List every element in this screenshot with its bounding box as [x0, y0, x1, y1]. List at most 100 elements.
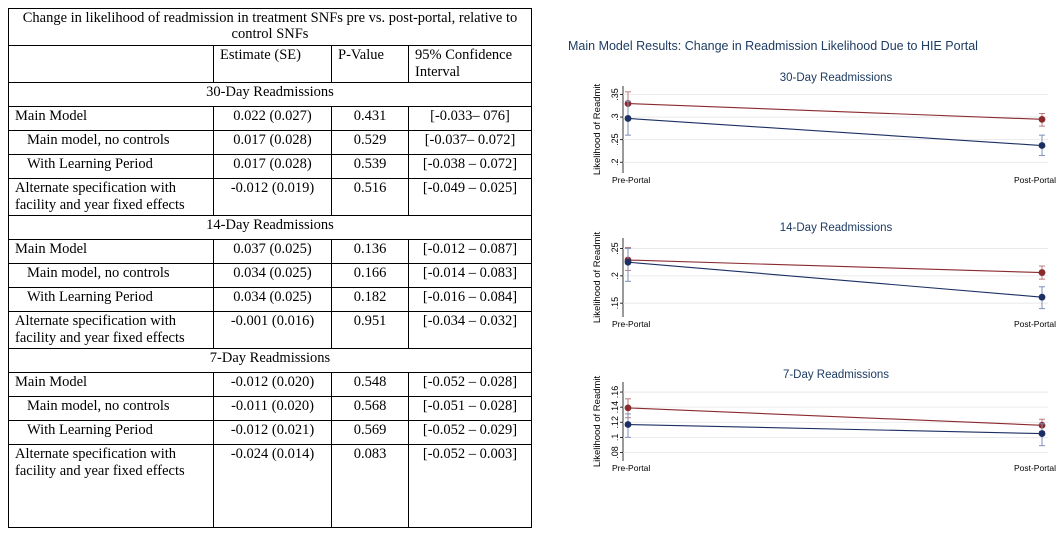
table-row: Alternate specification with facility an…	[8, 444, 532, 528]
x-tick-label: Post-Portal	[1014, 463, 1056, 473]
p-value-cell: 0.568	[331, 396, 409, 421]
column-header: P-Value	[331, 45, 409, 83]
chart-area: Main Model Results: Change in Readmissio…	[560, 30, 1060, 530]
row-label: With Learning Period	[8, 154, 214, 179]
y-tick-label: .3	[610, 113, 620, 121]
table-header-row: Estimate (SE) P-Value 95% Confidence Inter…	[8, 45, 532, 83]
estimate-cell: 0.037 (0.025)	[213, 239, 332, 264]
x-tick-label: Pre-Portal	[612, 175, 650, 185]
y-axis-label: Likelihood of Readmit	[592, 231, 603, 323]
estimate-cell: 0.022 (0.027)	[213, 106, 332, 131]
estimate-cell: -0.001 (0.016)	[213, 311, 332, 349]
table-row: Alternate specification with facility an…	[8, 178, 532, 216]
series-line	[627, 117, 1043, 147]
y-tick-label: .25	[610, 242, 620, 255]
ci-cell: [-0.014 – 0.083]	[408, 263, 532, 288]
series-line	[627, 261, 1043, 298]
ci-cell: [-0.052 – 0.029]	[408, 420, 532, 445]
ci-cell: [-0.052 – 0.003]	[408, 444, 532, 528]
x-tick-label: Post-Portal	[1014, 175, 1056, 185]
table-title: Change in likelihood of readmission in t…	[8, 8, 532, 46]
data-point	[1038, 430, 1046, 437]
estimate-cell: 0.017 (0.028)	[213, 154, 332, 179]
table-row: Main Model 0.022 (0.027) 0.431 [-0.033– 076…	[8, 106, 532, 131]
section-header-row: 30-Day Readmissions	[8, 82, 532, 107]
p-value-cell: 0.539	[331, 154, 409, 179]
x-tick-label: Pre-Portal	[612, 319, 650, 329]
estimate-cell: 0.034 (0.025)	[213, 263, 332, 288]
section-title: 7-Day Readmissions	[8, 348, 532, 373]
estimate-cell: -0.011 (0.020)	[213, 396, 332, 421]
p-value-cell: 0.548	[331, 372, 409, 397]
p-value-cell: 0.431	[331, 106, 409, 131]
table-row: With Learning Period -0.012 (0.021) 0.569[…	[8, 420, 532, 445]
ci-cell: [-0.051 – 0.028]	[408, 396, 532, 421]
data-point	[624, 258, 632, 266]
section-title: 30-Day Readmissions	[8, 82, 532, 107]
table-row: Main model, no controls 0.034 (0.025) 0.16…	[8, 263, 532, 288]
data-point	[624, 404, 632, 412]
y-tick-label: .1	[610, 434, 620, 442]
data-point	[1038, 293, 1046, 301]
panel-title: 7-Day Readmissions	[783, 369, 889, 381]
ci-cell: [-0.012 – 0.087]	[408, 239, 532, 264]
panel-title: 30-Day Readmissions	[780, 72, 893, 84]
ci-cell: [-0.016 – 0.084]	[408, 287, 532, 312]
estimate-cell: 0.017 (0.028)	[213, 130, 332, 155]
y-tick-label: .14	[610, 401, 620, 414]
data-point	[624, 421, 632, 428]
table-row: With Learning Period 0.017 (0.028) 0.539 [-…	[8, 154, 532, 179]
table-row: Main model, no controls 0.017 (0.028) 0.52…	[8, 130, 532, 155]
series-line	[627, 102, 1043, 120]
column-header: Estimate (SE)	[213, 45, 332, 83]
ci-cell: [-0.033– 076]	[408, 106, 532, 131]
x-tick-label: Post-Portal	[1014, 319, 1056, 329]
data-point	[624, 115, 632, 122]
column-header: 95% Confidence Interval	[408, 45, 532, 83]
panel-title: 14-Day Readmissions	[780, 222, 893, 234]
x-tick-label: Pre-Portal	[612, 463, 650, 473]
p-value-cell: 0.166	[331, 263, 409, 288]
table-row: With Learning Period 0.034 (0.025) 0.182 [-…	[8, 287, 532, 312]
row-label: Main model, no controls	[8, 396, 214, 421]
readmission-plots: 30-Day Readmissions .2 .25 .3 .35 Likelihood …	[592, 72, 1056, 473]
ci-cell: [-0.052 – 0.028]	[408, 372, 532, 397]
row-label: Main Model	[8, 372, 214, 397]
y-tick-label: .16	[610, 386, 620, 399]
ci-cell: [-0.049 – 0.025]	[408, 178, 532, 216]
section-header-row: 14-Day Readmissions	[8, 215, 532, 240]
p-value-cell: 0.951	[331, 311, 409, 349]
y-tick-label: .2	[610, 158, 620, 166]
p-value-cell: 0.182	[331, 287, 409, 312]
estimate-cell: -0.012 (0.021)	[213, 420, 332, 445]
series-line	[627, 423, 1043, 435]
table-title-row: Change in likelihood of readmission in t…	[8, 8, 532, 46]
data-point	[1038, 269, 1046, 276]
p-value-cell: 0.083	[331, 444, 409, 528]
table-row: Main model, no controls -0.011 (0.020) 0.5…	[8, 396, 532, 421]
table-row: Alternate specification with facility an…	[8, 311, 532, 349]
row-label: Alternate specification with facility an…	[8, 311, 214, 349]
ci-cell: [-0.038 – 0.072]	[408, 154, 532, 179]
data-point	[1038, 142, 1046, 149]
estimate-cell: 0.034 (0.025)	[213, 287, 332, 312]
p-value-cell: 0.569	[331, 420, 409, 445]
y-tick-label: .12	[610, 416, 620, 429]
y-axis-label: Likelihood of Readmit	[592, 375, 603, 467]
estimate-cell: -0.012 (0.020)	[213, 372, 332, 397]
section-title: 14-Day Readmissions	[8, 215, 532, 240]
row-label: Alternate specification with facility an…	[8, 444, 214, 528]
y-tick-label: .15	[610, 297, 620, 310]
chart-main-title: Main Model Results: Change in Readmissio…	[568, 39, 978, 53]
p-value-cell: 0.136	[331, 239, 409, 264]
table-row: Main Model 0.037 (0.025) 0.136 [-0.012 – 0.…	[8, 239, 532, 264]
estimate-cell: -0.012 (0.019)	[213, 178, 332, 216]
y-tick-label: .08	[610, 446, 620, 459]
row-label: With Learning Period	[8, 420, 214, 445]
series-line	[627, 407, 1043, 426]
row-label: Main model, no controls	[8, 263, 214, 288]
y-tick-label: .25	[610, 133, 620, 146]
section-header-row: 7-Day Readmissions	[8, 348, 532, 373]
y-tick-label: .2	[610, 272, 620, 280]
p-value-cell: 0.529	[331, 130, 409, 155]
